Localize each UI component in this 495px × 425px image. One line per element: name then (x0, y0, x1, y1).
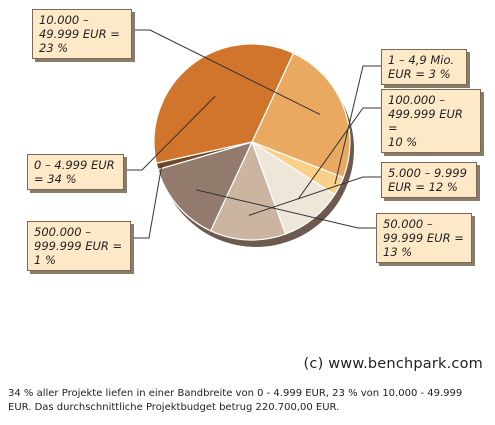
leader-line-0 (132, 29, 321, 116)
caption: 34 % aller Projekte liefen in einer Band… (8, 388, 463, 413)
leader-line-1 (334, 65, 381, 185)
leader-line-4 (196, 189, 376, 229)
pie-chart (124, 29, 381, 247)
slice-label-0-4999: 0 – 4.999 EUR = 34 % (27, 154, 124, 190)
slice-label-1-4-9-mio: 1 – 4,9 Mio. EUR = 3 % (381, 49, 467, 85)
pie-slices (153, 43, 354, 247)
leader-line-2 (297, 107, 381, 200)
leader-line-6 (124, 95, 216, 171)
pie-slice-0 (251, 52, 351, 179)
slice-label-10000-49999: 10.000 – 49.999 EUR = 23 % (32, 9, 132, 59)
leader-line-3 (248, 176, 381, 216)
slice-label-500000-999999: 500.000 – 999.999 EUR = 1 % (27, 221, 131, 271)
slice-label-100000-499999: 100.000 – 499.999 EUR = 10 % (381, 89, 481, 153)
leader-lines (124, 29, 381, 239)
slice-label-50000-99999: 50.000 – 99.999 EUR = 13 % (376, 213, 472, 263)
slice-label-5000-9999: 5.000 – 9.999 EUR = 12 % (381, 162, 477, 198)
pie-slice-3 (209, 140, 287, 241)
pie-slice-4 (157, 141, 254, 232)
watermark: (c) www.benchpark.com (303, 356, 483, 372)
pie-slice-6 (153, 43, 295, 164)
leader-line-5 (131, 165, 163, 239)
